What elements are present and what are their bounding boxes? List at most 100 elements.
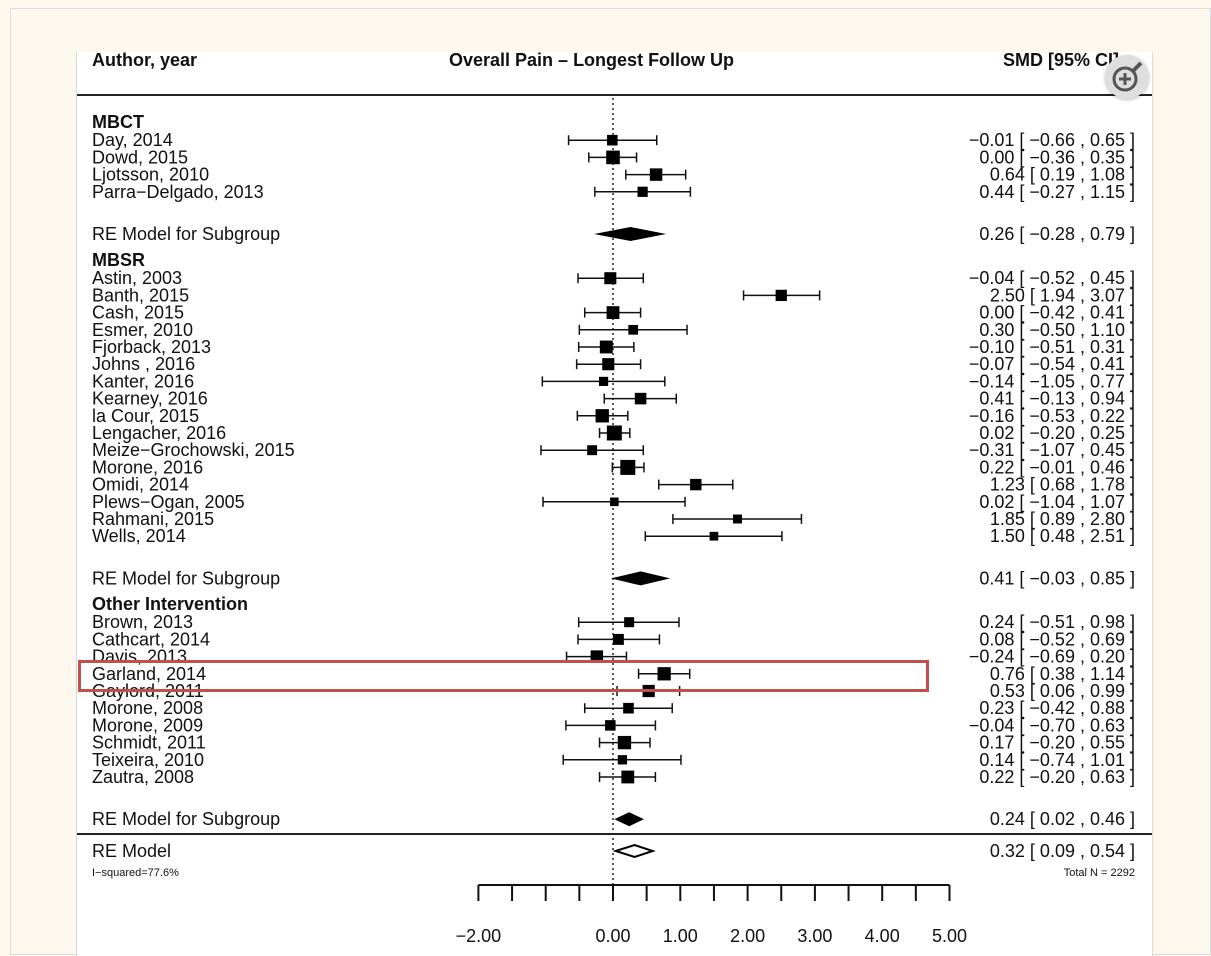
study-label: Meize−Grochowski, 2015 bbox=[92, 440, 295, 460]
ci-text: 0.00 [ −0.42 , 0.41 ] bbox=[979, 303, 1135, 323]
x-tick-label: 5.00 bbox=[932, 926, 967, 946]
ci-text: 0.17 [ −0.20 , 0.55 ] bbox=[979, 733, 1135, 753]
zoom-in-icon bbox=[1112, 61, 1143, 92]
point-estimate bbox=[649, 168, 663, 181]
study-label: Cash, 2015 bbox=[92, 303, 184, 323]
point-estimate bbox=[590, 650, 604, 663]
point-estimate bbox=[733, 514, 742, 524]
point-estimate bbox=[709, 531, 719, 541]
point-estimate bbox=[599, 376, 609, 386]
study-label: Brown, 2013 bbox=[92, 612, 193, 632]
ci-text: 0.76 [ 0.38 , 1.14 ] bbox=[990, 664, 1135, 684]
x-tick-label: 0.00 bbox=[595, 926, 630, 946]
ci-text: 0.08 [ −0.52 , 0.69 ] bbox=[979, 629, 1135, 649]
ci-text: −0.04 [ −0.70 , 0.63 ] bbox=[969, 715, 1135, 735]
point-estimate bbox=[775, 289, 787, 302]
point-estimate bbox=[690, 478, 702, 491]
study-label: Cathcart, 2014 bbox=[92, 629, 210, 649]
ci-text: 0.64 [ 0.19 , 1.08 ] bbox=[990, 165, 1135, 185]
study-label: Morone, 2016 bbox=[92, 457, 203, 477]
ci-text: −0.14 [ −1.05 , 0.77 ] bbox=[969, 371, 1135, 391]
summary-diamond bbox=[594, 227, 667, 241]
point-estimate bbox=[657, 667, 671, 681]
point-estimate bbox=[612, 633, 624, 645]
group-heading: Other Intervention bbox=[92, 594, 248, 614]
x-tick-label: 1.00 bbox=[663, 926, 698, 946]
subgroup-summary-label: RE Model for Subgroup bbox=[92, 568, 280, 588]
point-estimate bbox=[642, 684, 655, 698]
group-heading: MBSR bbox=[92, 250, 145, 270]
study-label: Esmer, 2010 bbox=[92, 320, 193, 340]
point-estimate bbox=[623, 702, 634, 714]
point-estimate bbox=[602, 358, 615, 371]
study-label: Banth, 2015 bbox=[92, 285, 189, 305]
ci-text: 0.22 [ −0.01 , 0.46 ] bbox=[979, 457, 1135, 477]
ci-text: 0.22 [ −0.20 , 0.63 ] bbox=[979, 767, 1135, 787]
study-label: Garland, 2014 bbox=[92, 664, 206, 684]
ci-text: 1.85 [ 0.89 , 2.80 ] bbox=[990, 509, 1135, 529]
summary-diamond bbox=[614, 812, 644, 827]
ci-text: −0.24 [ −0.69 , 0.20 ] bbox=[969, 647, 1135, 667]
zoom-button[interactable] bbox=[1105, 55, 1149, 99]
summary-ci-text: 0.41 [ −0.03 , 0.85 ] bbox=[979, 568, 1135, 588]
summary-ci-text: 0.24 [ 0.02 , 0.46 ] bbox=[990, 809, 1135, 829]
study-label: Omidi, 2014 bbox=[92, 475, 189, 495]
point-estimate bbox=[606, 425, 622, 441]
ci-text: 0.41 [ −0.13 , 0.94 ] bbox=[979, 389, 1135, 409]
point-estimate bbox=[606, 150, 620, 165]
point-estimate bbox=[624, 617, 635, 628]
study-label: Zautra, 2008 bbox=[92, 767, 194, 787]
ci-text: 1.50 [ 0.48 , 2.51 ] bbox=[990, 526, 1135, 546]
overall-label: RE Model bbox=[92, 841, 171, 861]
point-estimate bbox=[607, 134, 618, 146]
i-squared: I−squared=77.6% bbox=[92, 867, 179, 879]
point-estimate bbox=[606, 306, 620, 320]
study-label: Day, 2014 bbox=[92, 130, 173, 150]
study-label: Lengacher, 2016 bbox=[92, 423, 226, 443]
group-heading: MBCT bbox=[92, 112, 144, 132]
ci-text: −0.31 [ −1.07 , 0.45 ] bbox=[969, 440, 1135, 460]
study-label: Morone, 2008 bbox=[92, 698, 203, 718]
forest-plot-figure: Author, year Overall Pain – Longest Follo… bbox=[76, 52, 1153, 956]
point-estimate bbox=[587, 445, 598, 456]
ci-text: −0.01 [ −0.66 , 0.65 ] bbox=[969, 130, 1135, 150]
column-header-author: Author, year bbox=[92, 52, 197, 70]
ci-text: 0.02 [ −0.20 , 0.25 ] bbox=[979, 423, 1135, 443]
study-label: Schmidt, 2011 bbox=[92, 733, 206, 753]
study-label: Ljotsson, 2010 bbox=[92, 165, 209, 185]
ci-text: 0.24 [ −0.51 , 0.98 ] bbox=[979, 612, 1135, 632]
ci-text: −0.16 [ −0.53 , 0.22 ] bbox=[969, 406, 1135, 426]
ci-text: −0.07 [ −0.54 , 0.41 ] bbox=[969, 354, 1135, 374]
study-label: Dowd, 2015 bbox=[92, 147, 188, 167]
point-estimate bbox=[620, 459, 636, 475]
summary-diamond bbox=[610, 571, 671, 586]
ci-text: −0.10 [ −0.51 , 0.31 ] bbox=[969, 337, 1135, 357]
ci-text: 0.53 [ 0.06 , 0.99 ] bbox=[990, 681, 1135, 701]
x-tick-label: −2.00 bbox=[456, 926, 502, 946]
study-label: Kanter, 2016 bbox=[92, 371, 194, 391]
study-label: la Cour, 2015 bbox=[92, 406, 199, 426]
study-label: Wells, 2014 bbox=[92, 526, 186, 546]
summary-ci-text: 0.26 [ −0.28 , 0.79 ] bbox=[979, 224, 1135, 244]
total-n: Total N = 2292 bbox=[1064, 867, 1135, 879]
study-label: Plews−Ogan, 2005 bbox=[92, 492, 245, 512]
subgroup-summary-label: RE Model for Subgroup bbox=[92, 809, 280, 829]
point-estimate bbox=[604, 272, 617, 285]
study-label: Teixeira, 2010 bbox=[92, 750, 204, 770]
ci-text: 1.23 [ 0.68 , 1.78 ] bbox=[990, 475, 1135, 495]
ci-text: 0.23 [ −0.42 , 0.88 ] bbox=[979, 698, 1135, 718]
point-estimate bbox=[617, 735, 632, 750]
point-estimate bbox=[637, 186, 648, 197]
point-estimate bbox=[634, 392, 647, 405]
ci-text: 0.02 [ −1.04 , 1.07 ] bbox=[979, 492, 1135, 512]
point-estimate bbox=[617, 755, 628, 765]
column-header-smd: SMD [95% CI] bbox=[1003, 52, 1119, 70]
point-estimate bbox=[628, 324, 639, 335]
forest-plot: Author, year Overall Pain – Longest Follo… bbox=[77, 52, 1152, 946]
ci-text: 0.00 [ −0.36 , 0.35 ] bbox=[979, 147, 1135, 167]
study-label: Astin, 2003 bbox=[92, 268, 182, 288]
overall-ci-text: 0.32 [ 0.09 , 0.54 ] bbox=[990, 841, 1135, 861]
x-tick-label: 3.00 bbox=[797, 926, 832, 946]
chart-title: Overall Pain – Longest Follow Up bbox=[449, 52, 734, 70]
study-label: Fjorback, 2013 bbox=[92, 337, 211, 357]
